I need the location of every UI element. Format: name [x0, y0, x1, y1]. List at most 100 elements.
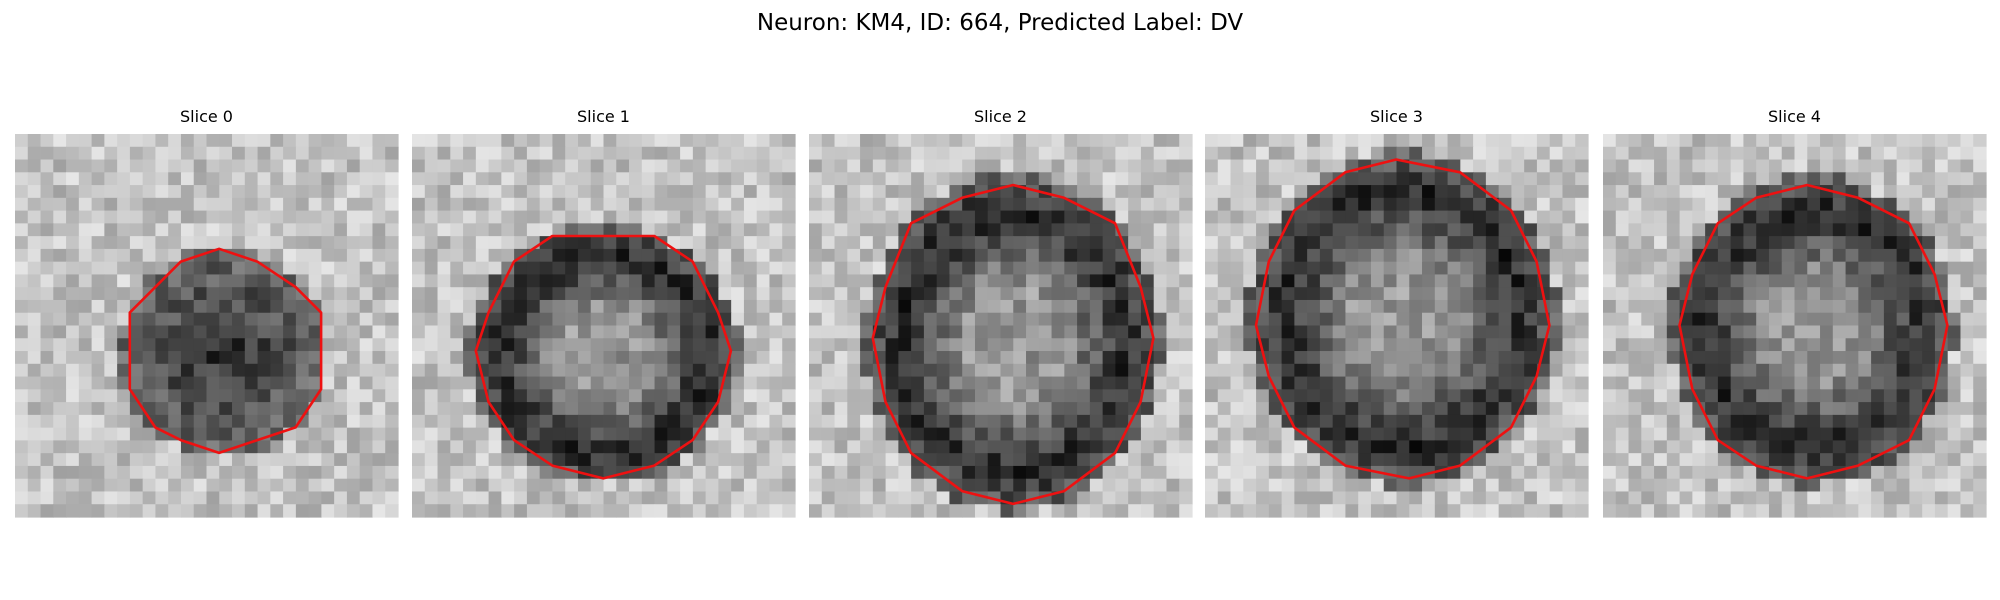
pixel: [616, 389, 630, 403]
pixel: [590, 185, 605, 199]
pixel: [1794, 453, 1808, 467]
pixel: [731, 363, 745, 378]
pixel: [1679, 172, 1693, 186]
pixel: [629, 504, 643, 518]
pixel: [283, 504, 297, 518]
pixel: [1575, 261, 1589, 276]
pixel: [1947, 363, 1962, 378]
pixel: [936, 402, 951, 416]
pixel: [1947, 491, 1962, 505]
pixel: [641, 389, 656, 403]
pixel: [1051, 376, 1065, 390]
pixel: [1166, 274, 1180, 288]
pixel: [142, 389, 157, 403]
pixel: [321, 261, 335, 276]
pixel: [91, 338, 105, 352]
pixel: [1485, 159, 1500, 173]
pixel: [1973, 159, 1987, 173]
pixel: [590, 338, 605, 352]
pixel: [1858, 414, 1872, 429]
pixel: [1536, 172, 1551, 186]
pixel: [731, 414, 745, 429]
pixel: [1973, 402, 1987, 416]
pixel: [1230, 351, 1244, 365]
pixel: [501, 504, 515, 518]
pixel: [1654, 261, 1668, 276]
pixel: [1883, 376, 1898, 390]
pixel: [412, 414, 426, 429]
pixel: [1717, 402, 1732, 416]
pixel: [565, 146, 579, 161]
pixel: [1396, 440, 1410, 454]
pixel: [1179, 312, 1193, 327]
pixel: [1562, 134, 1576, 148]
pixel: [1447, 363, 1461, 378]
pixel: [66, 261, 80, 276]
pixel: [872, 248, 887, 263]
pixel: [372, 376, 386, 390]
pixel: [577, 376, 592, 390]
pixel: [974, 210, 989, 224]
pixel: [1511, 248, 1525, 263]
pixel: [565, 440, 579, 454]
pixel: [27, 453, 42, 467]
pixel: [974, 146, 989, 161]
pixel: [692, 185, 707, 199]
pixel: [616, 248, 630, 263]
pixel: [603, 210, 617, 224]
pixel: [1858, 287, 1872, 301]
pixel: [257, 465, 271, 480]
pixel: [590, 440, 605, 454]
pixel: [1051, 146, 1065, 161]
pixel: [1960, 248, 1974, 263]
pixel: [142, 159, 157, 173]
pixel: [1628, 248, 1642, 263]
pixel: [936, 185, 951, 199]
pixel: [180, 389, 195, 403]
pixel: [1358, 363, 1372, 378]
pixel: [1654, 351, 1668, 365]
pixel: [1896, 312, 1910, 327]
pixel: [193, 351, 208, 365]
pixel: [603, 312, 617, 327]
pixel: [1217, 274, 1232, 288]
pixel: [911, 414, 925, 429]
pixel: [1485, 223, 1500, 237]
pixel: [1781, 299, 1796, 314]
pixel: [219, 223, 233, 237]
pixel: [1705, 478, 1719, 493]
pixel: [809, 325, 823, 339]
pixel: [577, 197, 592, 212]
pixel: [1307, 491, 1321, 505]
pixel: [1447, 236, 1461, 250]
pixel: [603, 440, 617, 454]
pixel: [1717, 338, 1732, 352]
pixel: [27, 325, 42, 339]
pixel: [987, 414, 1002, 429]
pixel: [743, 134, 758, 148]
pixel: [346, 504, 361, 518]
pixel: [1832, 351, 1847, 365]
pixel: [680, 261, 694, 276]
pixel: [603, 325, 617, 339]
pixel: [1000, 248, 1014, 263]
pixel: [1294, 376, 1308, 390]
pixel: [1934, 414, 1949, 429]
pixel: [53, 223, 67, 237]
pixel: [1692, 236, 1706, 250]
pixel: [680, 312, 694, 327]
pixel: [1064, 299, 1078, 314]
pixel: [885, 351, 899, 365]
pixel: [1370, 504, 1385, 518]
pixel: [1679, 223, 1693, 237]
pixel: [1089, 172, 1104, 186]
pixel: [15, 185, 29, 199]
pixel: [923, 504, 938, 518]
pixel: [1485, 491, 1500, 505]
pixel: [463, 197, 477, 212]
pixel: [1575, 465, 1589, 480]
pixel: [155, 210, 169, 224]
pixel: [1102, 312, 1116, 327]
pixel: [437, 261, 451, 276]
pixel: [539, 478, 554, 493]
